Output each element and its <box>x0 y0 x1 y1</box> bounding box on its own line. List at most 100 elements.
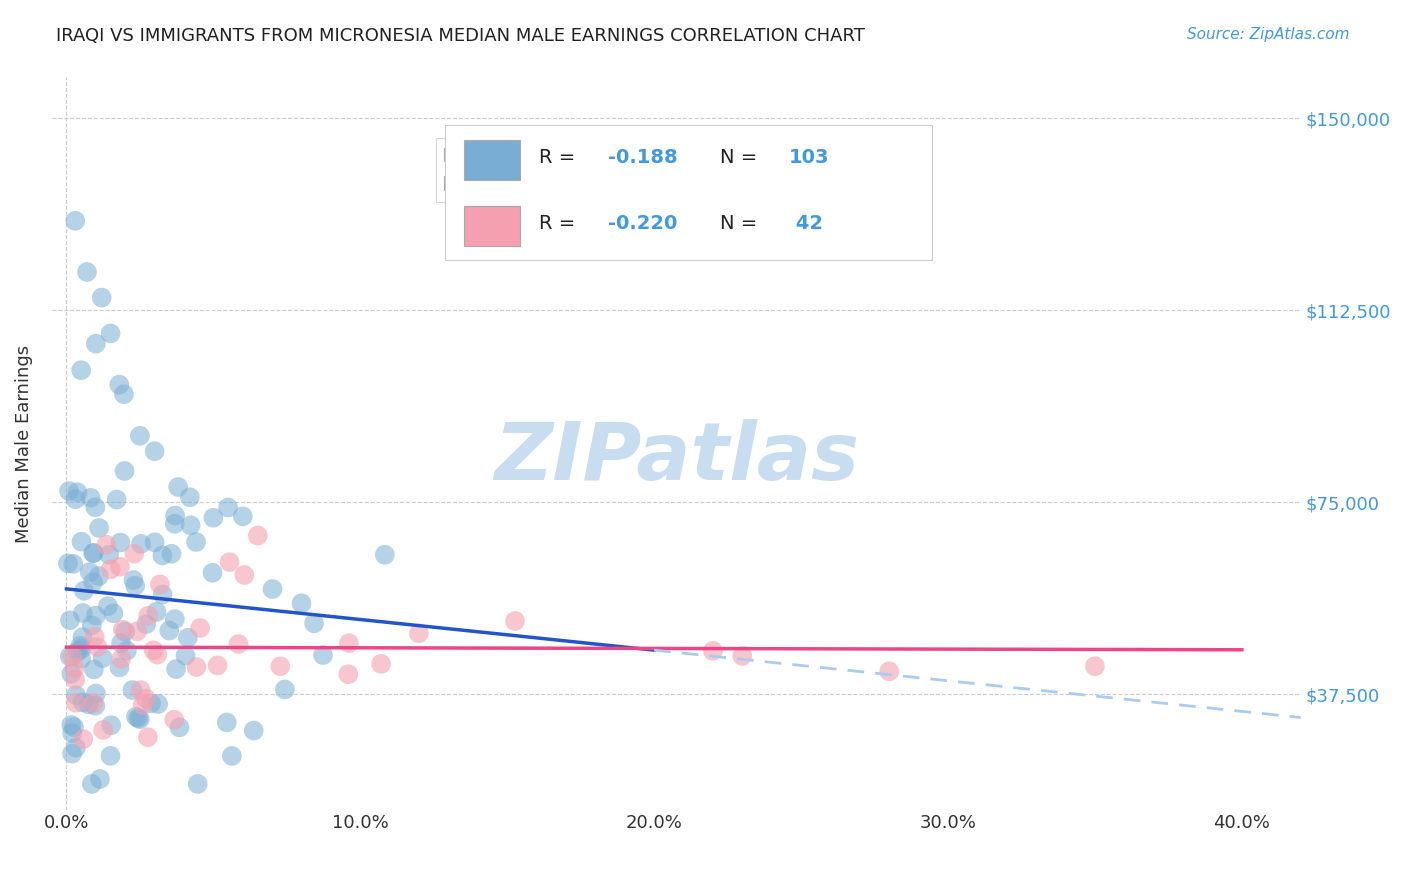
Point <box>65 740 87 755</box>
Text: N =: N = <box>720 214 763 234</box>
Point <box>82 696 104 710</box>
Text: ZIPatlas: ZIPatlas <box>494 419 859 497</box>
Point <box>65 214 87 228</box>
Point <box>217 500 239 515</box>
FancyBboxPatch shape <box>446 125 932 260</box>
Point <box>108 559 131 574</box>
Point <box>143 535 166 549</box>
Point <box>105 492 128 507</box>
Point <box>114 624 136 639</box>
Point <box>269 659 291 673</box>
Point <box>63 720 86 734</box>
Point <box>69 639 91 653</box>
Point <box>72 606 94 620</box>
Point <box>188 621 211 635</box>
Point <box>90 291 112 305</box>
Point <box>86 640 108 654</box>
Text: R =: R = <box>538 148 581 168</box>
Point <box>80 777 103 791</box>
Point <box>100 718 122 732</box>
Point <box>302 616 325 631</box>
Point <box>70 641 93 656</box>
Point <box>84 608 107 623</box>
Text: IRAQI VS IMMIGRANTS FROM MICRONESIA MEDIAN MALE EARNINGS CORRELATION CHART: IRAQI VS IMMIGRANTS FROM MICRONESIA MEDI… <box>56 27 865 45</box>
Point <box>177 631 200 645</box>
Point <box>148 697 170 711</box>
Point <box>66 644 89 658</box>
Point <box>139 697 162 711</box>
Point <box>65 673 87 687</box>
Point <box>167 480 190 494</box>
Point <box>337 636 360 650</box>
Point <box>72 630 94 644</box>
Point <box>60 726 83 740</box>
Point <box>60 649 83 664</box>
Point <box>58 483 80 498</box>
Point <box>136 730 159 744</box>
Point <box>337 667 360 681</box>
Point <box>184 535 207 549</box>
Point <box>129 712 152 726</box>
Point <box>65 492 87 507</box>
Point <box>1084 659 1107 673</box>
FancyBboxPatch shape <box>464 205 520 246</box>
Text: 42: 42 <box>789 214 823 234</box>
Point <box>114 464 136 478</box>
Point <box>218 555 240 569</box>
Point <box>215 715 238 730</box>
Point <box>84 336 107 351</box>
Point <box>83 630 105 644</box>
Point <box>82 546 104 560</box>
Y-axis label: Median Male Earnings: Median Male Earnings <box>15 344 32 542</box>
Point <box>56 557 79 571</box>
Point <box>129 537 152 551</box>
Point <box>186 660 208 674</box>
Point <box>122 547 145 561</box>
Point <box>73 583 96 598</box>
Point <box>163 713 186 727</box>
Point <box>129 683 152 698</box>
Point <box>233 568 256 582</box>
Point <box>66 485 89 500</box>
Point <box>157 624 180 638</box>
Point <box>165 508 187 523</box>
Point <box>60 718 83 732</box>
Point <box>91 723 114 737</box>
Point <box>84 698 107 713</box>
Point <box>97 599 120 613</box>
Point <box>98 548 121 562</box>
Point <box>150 549 173 563</box>
Point <box>122 573 145 587</box>
Point <box>179 490 201 504</box>
Point <box>136 608 159 623</box>
Point <box>129 429 152 443</box>
Point <box>65 696 87 710</box>
Point <box>246 528 269 542</box>
Text: -0.188: -0.188 <box>607 148 678 168</box>
Point <box>374 548 396 562</box>
Point <box>110 652 132 666</box>
Point <box>149 577 172 591</box>
Point <box>110 636 132 650</box>
Point <box>274 682 297 697</box>
Point <box>80 618 103 632</box>
Point <box>82 575 104 590</box>
Point <box>65 689 87 703</box>
Point <box>163 612 186 626</box>
Point <box>112 387 135 401</box>
Point <box>60 666 83 681</box>
Point <box>228 637 250 651</box>
Point <box>877 665 900 679</box>
Point <box>135 617 157 632</box>
Point <box>59 649 82 664</box>
Text: R =: R = <box>538 214 581 234</box>
Point <box>96 538 118 552</box>
Point <box>312 648 335 662</box>
Point <box>169 720 191 734</box>
Point <box>135 691 157 706</box>
Point <box>87 569 110 583</box>
Point <box>124 579 146 593</box>
Point <box>70 363 93 377</box>
Point <box>72 732 94 747</box>
Point <box>702 644 724 658</box>
